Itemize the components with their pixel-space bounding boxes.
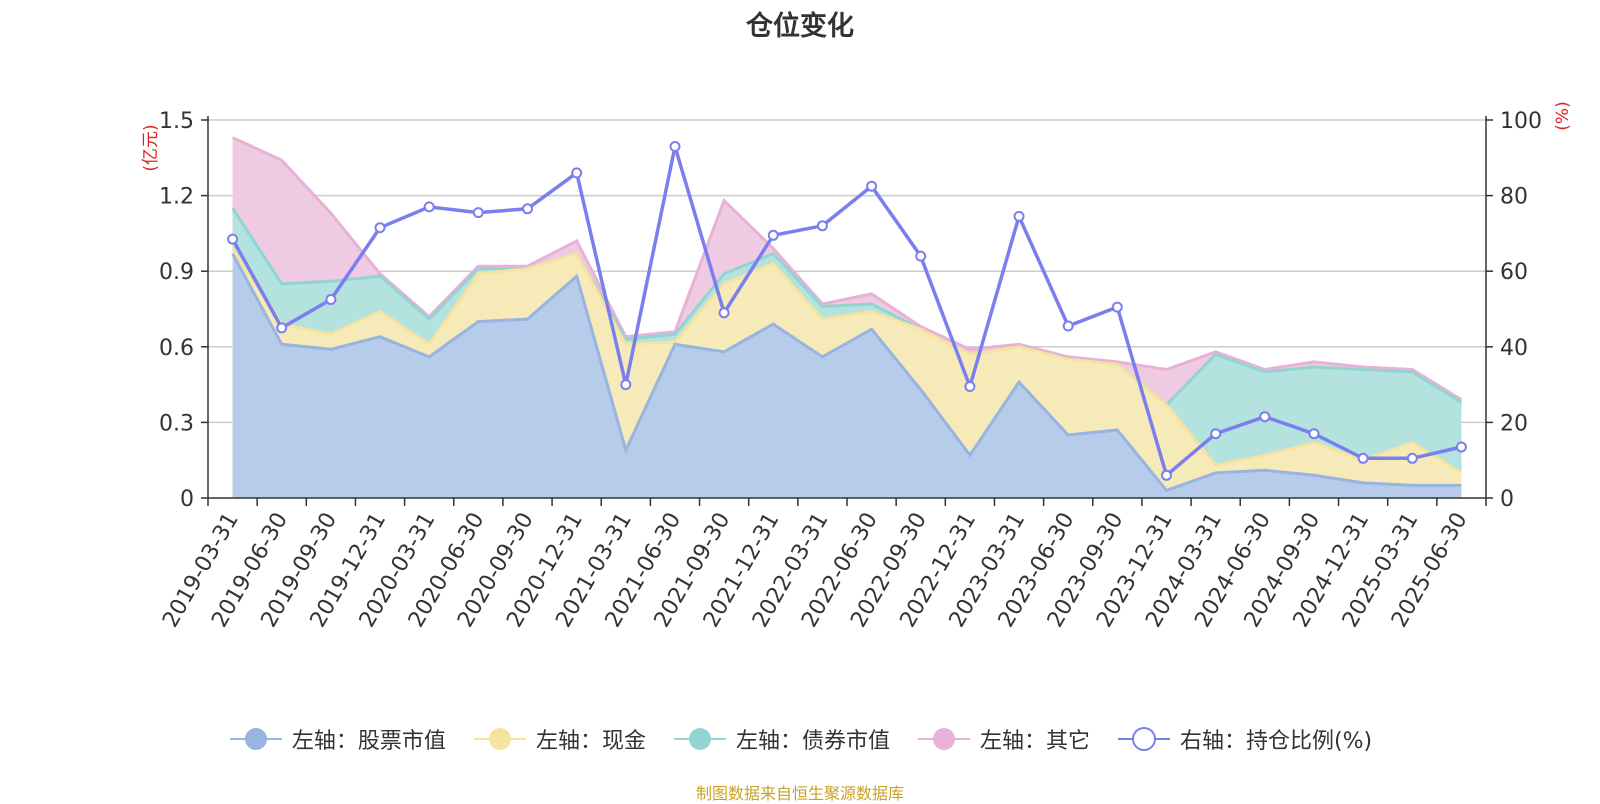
ratio-point [1455, 441, 1467, 453]
area-edge-line [231, 252, 1462, 493]
legend-swatch-icon [1117, 727, 1170, 751]
ratio-point [1308, 428, 1320, 440]
ratio-point [1062, 320, 1074, 332]
ratio-point [472, 207, 484, 219]
legend-item[interactable]: 左轴：债券市值 [672, 723, 890, 755]
area-edge-line [231, 136, 1463, 401]
stacked-areas [231, 136, 1463, 498]
ratio-point [522, 203, 533, 215]
right-tick-label: 60 [1500, 260, 1528, 285]
ratio-point [866, 180, 878, 192]
legend-label: 左轴：股票市值 [291, 729, 446, 754]
right-tick-label: 0 [1500, 487, 1514, 512]
legend-item[interactable]: 左轴：股票市值 [228, 723, 446, 755]
left-tick-label: 0.9 [159, 260, 194, 285]
ratio-point [1210, 428, 1222, 440]
legend-swatch-icon [473, 728, 526, 750]
ratio-point [669, 141, 681, 152]
ratio-point [1111, 301, 1123, 313]
legend: 左轴：股票市值 左轴：现金 左轴：债券市值 左轴：其它 右轴：持仓比例(%) [0, 723, 1600, 755]
ratio-line [227, 141, 1467, 481]
left-axis-unit: (亿元) [141, 124, 161, 171]
legend-item[interactable]: 左轴：现金 [472, 723, 646, 755]
left-tick-label: 0 [180, 487, 194, 512]
area-fill [232, 253, 1462, 498]
ratio-point [620, 379, 632, 391]
right-tick-label: 20 [1500, 411, 1528, 436]
ratio-point [423, 201, 435, 213]
left-tick-label: 0.6 [159, 336, 194, 361]
ratio-point [964, 381, 976, 392]
ratio-point [1357, 452, 1369, 464]
left-tick-label: 1.2 [159, 185, 194, 210]
legend-label: 左轴：债券市值 [735, 729, 890, 754]
legend-label: 左轴：现金 [535, 729, 646, 754]
ratio-point [276, 322, 288, 334]
legend-swatch-icon [673, 728, 726, 750]
ratio-point [1259, 411, 1271, 423]
area-edge-line [231, 207, 1463, 407]
legend-label: 右轴：持仓比例(%) [1179, 729, 1373, 754]
ratio-point [1013, 210, 1025, 222]
legend-swatch-icon [229, 728, 282, 750]
right-tick-label: 40 [1500, 336, 1528, 361]
ratio-point [816, 220, 828, 232]
ratio-point [1406, 452, 1418, 464]
legend-item[interactable]: 左轴：其它 [916, 723, 1090, 755]
legend-item[interactable]: 右轴：持仓比例(%) [1116, 723, 1372, 755]
ratio-line-path [231, 146, 1462, 479]
ratio-point [227, 233, 239, 245]
right-axis-unit: (%) [1553, 101, 1573, 130]
legend-label: 左轴：其它 [979, 729, 1090, 754]
ratio-point [1161, 469, 1172, 481]
left-tick-label: 0.3 [159, 411, 194, 436]
ratio-point [915, 250, 927, 262]
ratio-point [767, 229, 779, 241]
source-note: 制图数据来自恒生聚源数据库 [695, 784, 904, 803]
ratio-point [571, 167, 583, 179]
chart-title: 仓位变化 [746, 11, 854, 42]
ratio-point [718, 307, 730, 319]
area-edge-line [231, 247, 1463, 475]
ratio-point [325, 294, 337, 305]
axes [201, 116, 1493, 506]
right-tick-label: 100 [1500, 109, 1542, 134]
right-tick-label: 80 [1500, 185, 1528, 210]
legend-swatch-icon [917, 728, 970, 750]
left-tick-label: 1.5 [159, 109, 194, 134]
ratio-point [374, 222, 386, 234]
